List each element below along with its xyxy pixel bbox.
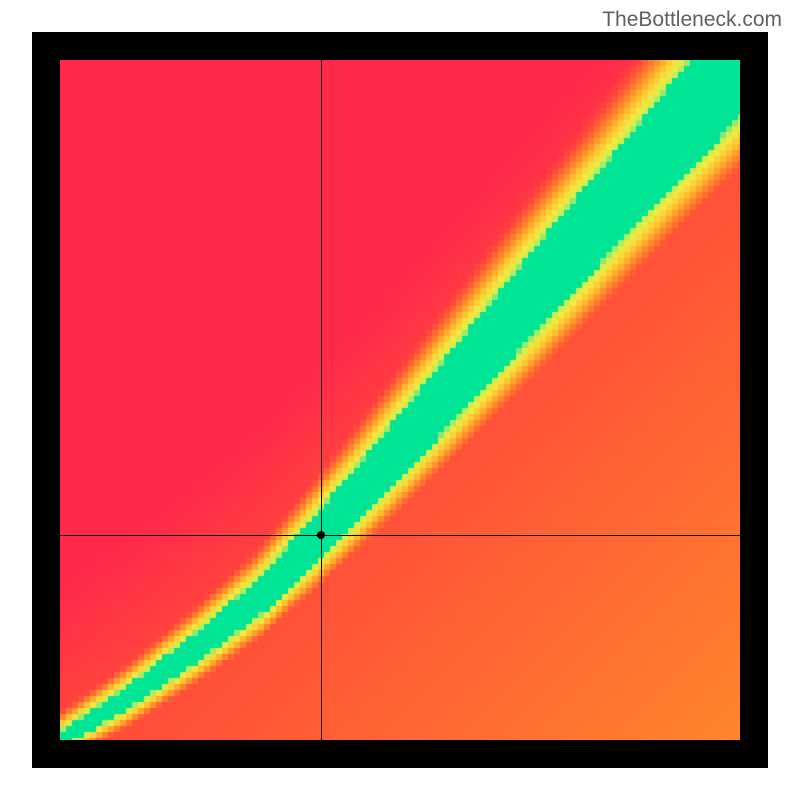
crosshair-horizontal bbox=[60, 535, 740, 536]
crosshair-vertical bbox=[321, 60, 322, 740]
chart-outer-frame bbox=[32, 32, 768, 768]
watermark-text: TheBottleneck.com bbox=[602, 8, 782, 32]
heatmap-canvas bbox=[60, 60, 740, 740]
heatmap-plot-area bbox=[60, 60, 740, 740]
crosshair-marker bbox=[317, 531, 325, 539]
